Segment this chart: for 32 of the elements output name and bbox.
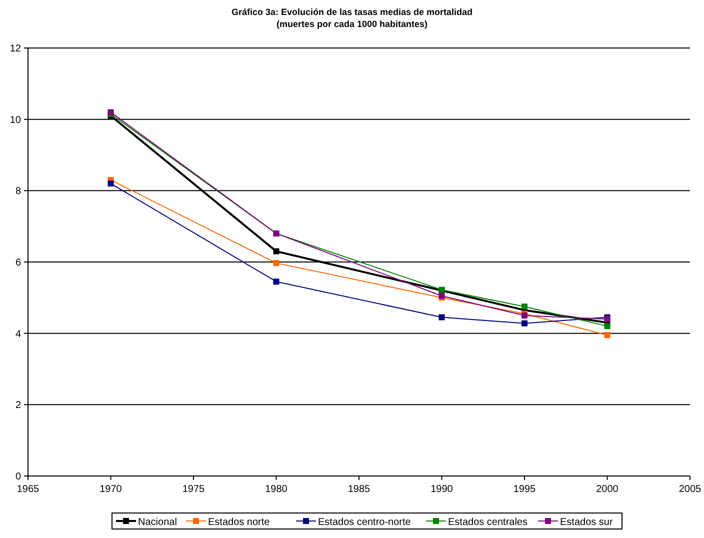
y-tick-label: 0 — [15, 472, 22, 482]
y-tick-label: 2 — [15, 400, 22, 412]
point — [273, 248, 280, 254]
legend-label: Estados centrales — [448, 517, 528, 528]
point — [273, 278, 280, 285]
y-tick-label: 6 — [15, 258, 22, 268]
chart-subtitle: (muertes por cada 1000 habitantes) — [276, 19, 428, 29]
point — [604, 323, 610, 330]
legend-label: Nacional — [138, 517, 177, 528]
x-tick-label: 2005 — [678, 484, 702, 495]
point — [438, 314, 445, 320]
point — [108, 180, 114, 187]
x-tick-label: 1970 — [100, 484, 122, 495]
y-tick-label: 8 — [15, 186, 22, 198]
point — [273, 260, 280, 266]
legend-label: Estados norte — [208, 517, 270, 528]
x-tick-label: 1975 — [182, 484, 206, 495]
x-tick-label: 1980 — [265, 484, 288, 495]
x-tick-label: 1965 — [16, 484, 40, 495]
point — [522, 320, 528, 326]
point — [604, 332, 610, 338]
y-tick-label: 10 — [10, 114, 22, 126]
legend-label: Estados centro-norte — [318, 517, 412, 528]
y-tick-label: 12 — [10, 44, 22, 54]
x-tick-label: 1990 — [430, 484, 454, 495]
x-tick-label: 1985 — [348, 484, 371, 495]
x-tick-label: 1995 — [513, 484, 536, 495]
y-tick-label: 4 — [15, 328, 22, 340]
legend-label: Estados sur — [560, 517, 614, 528]
chart-title: Gráfico 3a: Evolución de las tasas medias de mortalidad — [231, 7, 473, 17]
x-tick-label: 2000 — [596, 484, 619, 495]
point — [522, 304, 528, 310]
